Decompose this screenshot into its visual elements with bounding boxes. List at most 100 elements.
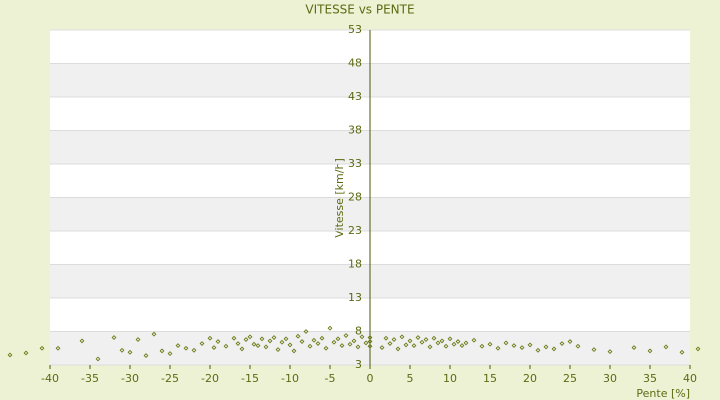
point: [311, 337, 317, 343]
point: [215, 339, 221, 344]
point: [135, 337, 141, 342]
point: [299, 339, 305, 344]
point: [455, 339, 461, 344]
x-tick-label: 40: [683, 372, 697, 385]
point: [279, 339, 285, 345]
point: [471, 337, 477, 343]
point: [559, 341, 565, 346]
point: [367, 339, 373, 344]
point: [119, 347, 125, 353]
point: [175, 343, 181, 349]
point: [167, 351, 173, 357]
point: [323, 345, 329, 351]
x-tick-label: -10: [281, 372, 299, 385]
x-tick-label: -25: [161, 372, 179, 385]
point: [663, 344, 669, 350]
point: [551, 346, 557, 352]
point: [127, 349, 133, 355]
x-tick-label: 35: [643, 372, 657, 385]
point: [291, 348, 297, 354]
x-tick-label: 5: [407, 372, 414, 385]
point: [315, 341, 321, 346]
point: [191, 347, 197, 353]
y-tick-label: 43: [348, 90, 362, 103]
point: [335, 336, 341, 342]
x-axis-title: Pente [%]: [636, 387, 690, 400]
point: [363, 340, 369, 346]
point: [267, 338, 273, 344]
point: [351, 338, 357, 344]
point: [295, 333, 301, 339]
point: [411, 343, 417, 349]
point: [23, 350, 29, 356]
chart-title: VITESSE vs PENTE: [305, 3, 414, 17]
point: [415, 335, 421, 340]
point: [355, 344, 361, 350]
y-tick-label: 53: [348, 23, 362, 36]
point: [367, 343, 373, 349]
point: [487, 341, 493, 347]
y-tick-label: 8: [355, 325, 362, 338]
point: [443, 343, 449, 349]
point: [223, 343, 229, 349]
point: [207, 335, 213, 341]
x-tick-label: 20: [523, 372, 537, 385]
y-tick-label: 3: [355, 358, 362, 371]
point: [387, 341, 393, 346]
x-tick-label: 15: [483, 372, 497, 385]
x-tick-label: 10: [443, 372, 457, 385]
point: [307, 343, 313, 349]
point: [79, 338, 85, 344]
x-tick-label: -30: [121, 372, 139, 385]
point: [183, 345, 189, 351]
y-tick-label: 18: [348, 258, 362, 271]
point: [391, 337, 397, 342]
point: [251, 341, 257, 347]
y-tick-label: 33: [348, 157, 362, 170]
point: [519, 345, 525, 351]
point: [259, 336, 265, 342]
point: [495, 345, 501, 351]
point: [343, 333, 349, 338]
point: [631, 345, 637, 351]
x-tick-label: -15: [241, 372, 259, 385]
point: [159, 348, 165, 354]
point: [403, 342, 409, 348]
point: [287, 342, 293, 348]
point: [235, 341, 241, 346]
point: [151, 331, 157, 337]
point: [55, 345, 61, 351]
point: [271, 335, 277, 340]
point: [607, 349, 613, 355]
point: [347, 341, 353, 347]
point: [679, 349, 685, 355]
point: [95, 356, 101, 362]
point: [275, 347, 281, 353]
point: [575, 343, 581, 349]
point: [239, 346, 245, 352]
y-tick-label: 28: [348, 191, 362, 204]
point: [199, 341, 205, 346]
point: [263, 344, 269, 350]
point: [319, 335, 325, 341]
x-tick-label: -5: [325, 372, 336, 385]
point: [511, 343, 517, 349]
point: [647, 348, 653, 354]
x-tick-label: 0: [367, 372, 374, 385]
point: [303, 329, 309, 334]
point: [39, 345, 45, 351]
point: [231, 335, 237, 341]
y-tick-label: 13: [348, 291, 362, 304]
point: [247, 334, 253, 340]
point: [459, 343, 465, 349]
point: [359, 334, 365, 340]
point: [255, 343, 261, 349]
point: [447, 336, 453, 342]
point: [367, 335, 373, 340]
point: [427, 344, 433, 350]
point: [463, 340, 469, 346]
point: [527, 342, 533, 348]
x-tick-label: 30: [603, 372, 617, 385]
point: [423, 337, 429, 342]
